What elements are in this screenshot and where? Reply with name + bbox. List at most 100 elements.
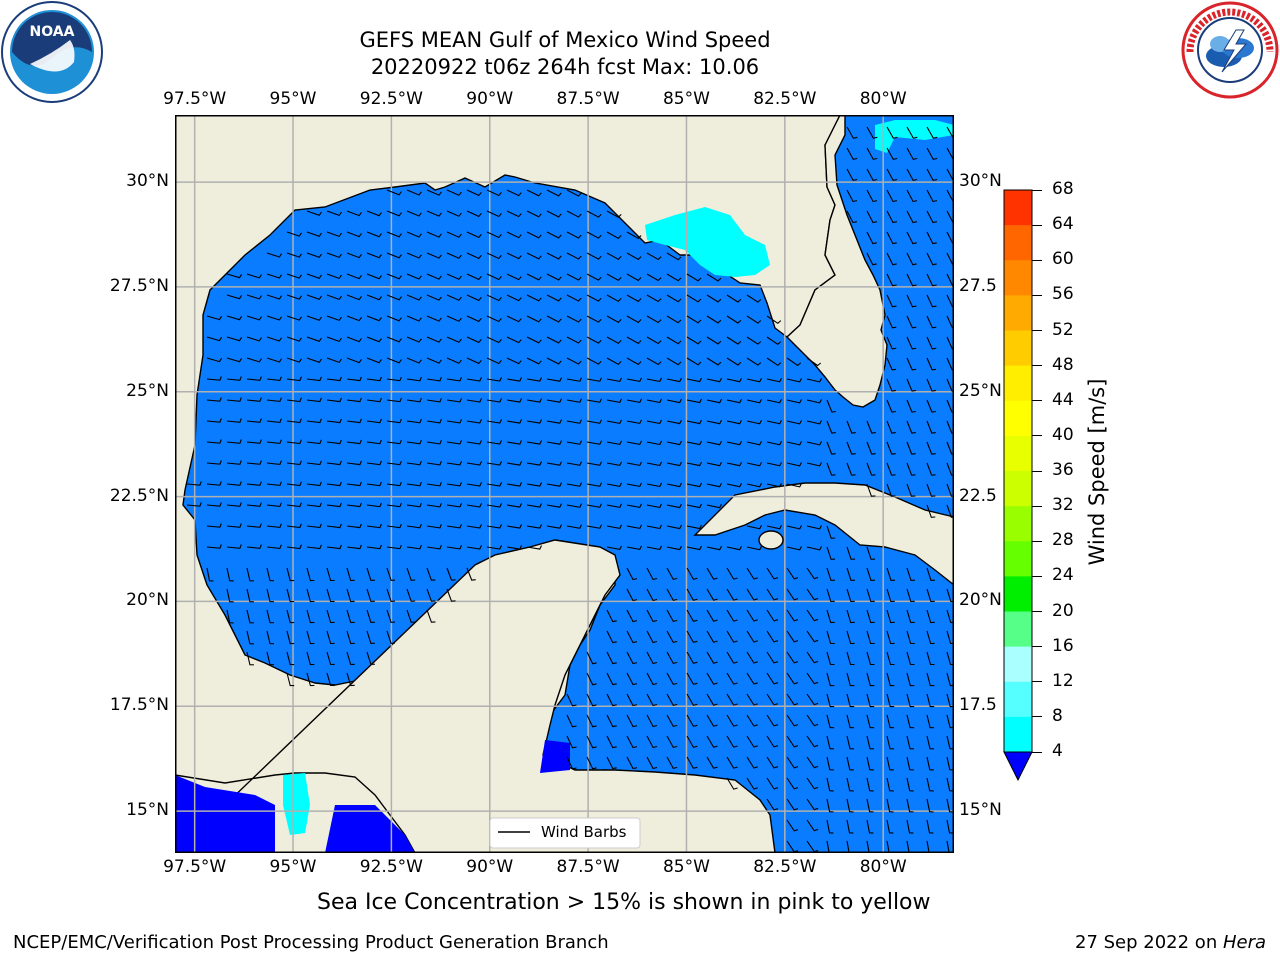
wind-barb — [706, 672, 718, 685]
wind-barb — [886, 231, 897, 245]
wind-barb — [226, 544, 242, 549]
wind-barb — [526, 461, 542, 466]
wind-barb — [546, 315, 562, 323]
wind-barb — [886, 819, 894, 834]
wind-barb — [786, 777, 799, 790]
wind-barb — [246, 460, 262, 465]
wind-barb — [586, 210, 602, 218]
colorbar-band — [1004, 295, 1032, 331]
wind-barb — [486, 231, 502, 239]
lat-label-left: 25°N — [126, 380, 169, 401]
wind-barb — [566, 315, 582, 323]
wind-barb — [906, 315, 917, 329]
wind-barb — [826, 609, 835, 624]
wind-barb — [746, 609, 758, 622]
wind-barb — [206, 376, 222, 381]
wind-barb — [306, 651, 315, 666]
wind-barb — [526, 545, 542, 550]
colorbar-tick-label: 32 — [1052, 495, 1074, 516]
wind-barb — [506, 315, 522, 323]
wind-barb — [666, 567, 678, 581]
wind-barb — [266, 609, 275, 624]
wind-barb — [326, 609, 335, 624]
wind-barb — [486, 503, 502, 508]
wind-barb — [226, 294, 243, 300]
wind-barb — [866, 798, 874, 813]
wind-barb — [926, 777, 934, 792]
wind-barb — [506, 377, 522, 382]
wind-barb — [906, 714, 915, 729]
wind-barb — [266, 630, 275, 645]
wind-barb — [666, 630, 678, 644]
wind-barb — [846, 189, 858, 203]
wind-barb — [666, 503, 682, 509]
wind-barb — [626, 419, 642, 425]
wind-barb — [626, 630, 638, 644]
wind-barb — [346, 231, 362, 238]
wind-barb — [386, 502, 402, 508]
wind-barb — [606, 252, 622, 260]
wind-barb — [666, 294, 682, 303]
wind-barb — [386, 231, 402, 238]
wind-barb — [226, 523, 242, 528]
wind-barb — [846, 210, 858, 224]
wind-barb — [646, 735, 658, 749]
wind-barb — [766, 798, 779, 811]
wind-barb — [446, 210, 462, 217]
wind-barb — [406, 502, 422, 508]
wind-barb — [426, 336, 442, 343]
wind-barb — [406, 252, 422, 259]
wind-barb — [726, 357, 742, 366]
wind-barb — [726, 440, 742, 446]
wind-barb — [766, 714, 779, 727]
colorbar-tick-mark — [1032, 575, 1042, 577]
wind-barb — [686, 693, 698, 706]
wind-barb — [506, 273, 522, 281]
wind-barb — [186, 481, 202, 486]
wind-barb — [586, 524, 602, 529]
wind-barb — [906, 126, 918, 139]
wind-barb — [906, 735, 915, 750]
wind-barb — [646, 609, 658, 623]
wind-barb — [626, 714, 638, 728]
wind-barb — [646, 357, 662, 366]
wind-barb — [846, 798, 854, 813]
wind-barb — [926, 798, 934, 813]
wind-barb — [606, 315, 622, 323]
wind-barb — [306, 376, 322, 382]
wind-barb — [626, 357, 642, 366]
wind-barb — [466, 252, 482, 260]
wind-barb — [346, 210, 362, 217]
wind-barb — [606, 672, 617, 686]
wind-barb — [566, 756, 577, 770]
wind-barb — [726, 588, 738, 601]
wind-patch-8-12-gulf — [645, 207, 770, 277]
wind-barb — [846, 126, 858, 139]
wind-barb — [706, 567, 718, 580]
wind-barb — [726, 672, 738, 685]
wind-barb — [266, 651, 275, 666]
wind-barb — [946, 336, 954, 350]
wind-barb — [866, 189, 878, 203]
wind-barb — [846, 651, 855, 666]
wind-barb — [426, 376, 442, 382]
wind-barb — [246, 502, 262, 507]
colorbar-tick-mark — [1032, 224, 1042, 226]
wind-barb — [926, 462, 936, 476]
wind-barb — [806, 630, 819, 643]
wind-barb — [426, 502, 442, 508]
wind-barb — [366, 397, 382, 403]
wind-barb — [926, 567, 936, 581]
wind-barb — [666, 651, 678, 665]
wind-barb — [766, 630, 779, 643]
wind-barb — [746, 630, 758, 643]
wind-barb — [406, 231, 422, 238]
wind-barb — [886, 273, 897, 287]
wind-barb — [226, 609, 234, 624]
lon-label-bottom: 82.5°W — [753, 857, 817, 877]
wind-barb — [666, 545, 682, 551]
wind-barb — [906, 567, 916, 581]
wind-barb — [306, 418, 322, 424]
wind-barb — [906, 357, 917, 371]
wind-barb — [386, 460, 402, 466]
